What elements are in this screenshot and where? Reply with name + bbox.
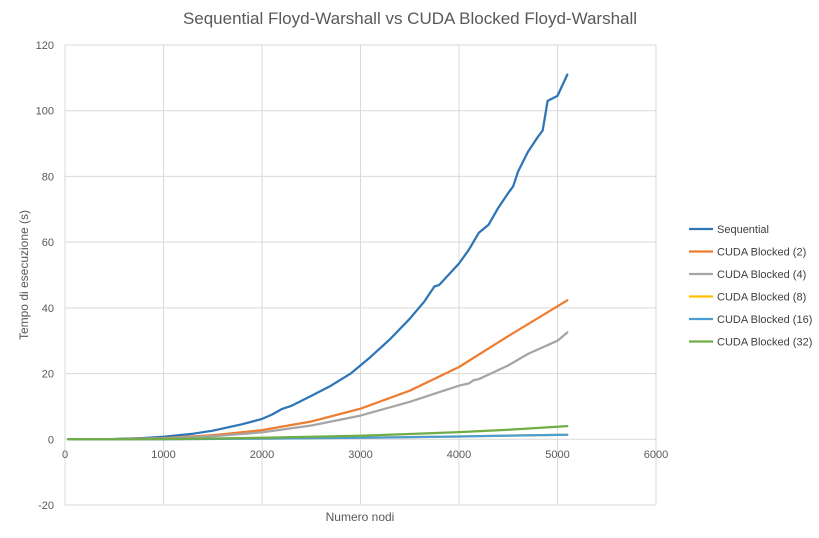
- y-tick-label: 0: [48, 434, 54, 446]
- y-tick-label: 100: [36, 106, 54, 118]
- y-tick-label: 20: [42, 369, 54, 381]
- y-tick-label: -20: [38, 500, 54, 512]
- x-axis-title: Numero nodi: [326, 510, 395, 524]
- series-lines: [67, 73, 569, 441]
- y-axis-title: Tempo di esecuzione (s): [17, 210, 31, 340]
- legend-label: CUDA Blocked (8): [717, 292, 806, 304]
- x-tick-label: 6000: [644, 449, 668, 461]
- y-tick-label: 40: [42, 303, 54, 315]
- x-tick-label: 1000: [151, 449, 175, 461]
- x-tick-label: 0: [62, 449, 68, 461]
- legend-label: CUDA Blocked (4): [717, 269, 806, 281]
- series-line-cuda-blocked-4: [67, 331, 569, 441]
- x-tick-label: 2000: [250, 449, 274, 461]
- legend-label: CUDA Blocked (2): [717, 247, 806, 259]
- legend: Sequential CUDA Blocked (2) CUDA Blocked (…: [689, 224, 812, 349]
- x-tick-label: 3000: [348, 449, 372, 461]
- y-tick-label: 80: [42, 171, 54, 183]
- y-tick-label: 120: [36, 40, 54, 52]
- legend-label: CUDA Blocked (16): [717, 314, 812, 326]
- legend-label: Sequential: [717, 224, 769, 236]
- series-line-cuda-blocked-2: [67, 299, 569, 441]
- series-line-cuda-blocked-32: [67, 424, 569, 441]
- series-line-sequential: [67, 73, 569, 441]
- legend-label: CUDA Blocked (32): [717, 337, 812, 349]
- grid: [64, 44, 657, 506]
- y-tick-label: 60: [42, 237, 54, 249]
- tick-labels: -20 0 20 40 60 80 100 120 0 1000 2000 3000 4000 5000 6…: [36, 40, 669, 512]
- chart-title: Sequential Floyd-Warshall vs CUDA Blocke…: [183, 9, 637, 28]
- x-tick-label: 5000: [545, 449, 569, 461]
- x-tick-label: 4000: [447, 449, 471, 461]
